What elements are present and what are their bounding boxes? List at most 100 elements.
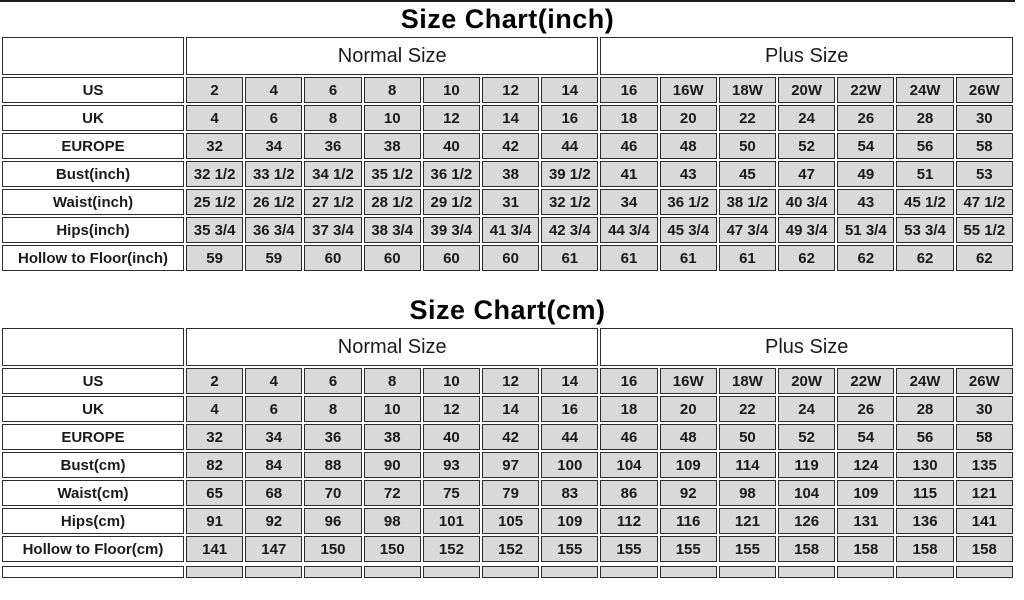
size-cell: 26 <box>837 105 895 131</box>
size-cell: 26 1/2 <box>245 189 303 215</box>
size-cell: 10 <box>363 105 421 131</box>
size-cell: 30 <box>955 105 1013 131</box>
size-cell: 126 <box>778 508 836 534</box>
size-cell: 114 <box>718 452 777 478</box>
size-cell: 34 <box>245 133 303 159</box>
size-cell: 72 <box>363 480 421 506</box>
size-cell: 60 <box>422 245 481 271</box>
size-cell: 30 <box>955 396 1013 422</box>
size-cell: 79 <box>482 480 540 506</box>
size-cell: 8 <box>363 77 421 103</box>
size-cell: 115 <box>896 480 954 506</box>
size-cell: 4 <box>245 77 303 103</box>
size-cell: 34 1/2 <box>304 161 362 187</box>
size-cell: 52 <box>778 424 836 450</box>
cropped-size-cell <box>422 566 481 578</box>
size-cell: 36 1/2 <box>422 161 481 187</box>
size-cell: 42 <box>482 133 540 159</box>
size-cell: 28 <box>896 105 954 131</box>
size-row: EUROPE 32 34 36 38 40 42 44 46 48 50 52 54 56 58 <box>2 133 1013 159</box>
size-cell: 10 <box>422 368 481 394</box>
size-cell: 60 <box>482 245 540 271</box>
size-cell: 12 <box>422 105 481 131</box>
size-cell: 36 1/2 <box>659 189 717 215</box>
size-cell: 62 <box>896 245 954 271</box>
size-cell: 35 1/2 <box>363 161 421 187</box>
cropped-row <box>2 566 1013 578</box>
size-cell: 147 <box>245 536 303 562</box>
size-cell: 56 <box>896 424 954 450</box>
size-cell: 24 <box>778 396 836 422</box>
size-cell: 68 <box>245 480 303 506</box>
size-cell: 36 <box>304 133 362 159</box>
size-cell: 121 <box>955 480 1013 506</box>
row-label: UK <box>2 105 184 131</box>
size-cell: 4 <box>245 368 303 394</box>
size-cell: 6 <box>304 368 362 394</box>
top-crop-line <box>0 0 1015 2</box>
group-header-row: Normal Size Plus Size <box>2 37 1013 75</box>
size-cell: 40 <box>422 133 481 159</box>
row-label: US <box>2 368 184 394</box>
size-cell: 38 <box>363 424 421 450</box>
size-cell: 14 <box>482 396 540 422</box>
cropped-size-cell <box>304 566 362 578</box>
size-cell: 14 <box>541 368 599 394</box>
size-cell: 47 1/2 <box>955 189 1013 215</box>
size-cell: 49 3/4 <box>778 217 836 243</box>
size-row: US 2 4 6 8 10 12 14 16 16W 18W 20W 22W 24W 26W <box>2 368 1013 394</box>
size-cell: 158 <box>896 536 954 562</box>
size-cell: 58 <box>955 424 1013 450</box>
size-cell: 39 1/2 <box>541 161 599 187</box>
size-cell: 92 <box>659 480 717 506</box>
size-cell: 83 <box>541 480 599 506</box>
cropped-size-cell <box>600 566 658 578</box>
size-cell: 158 <box>955 536 1013 562</box>
cropped-size-cell <box>896 566 954 578</box>
size-cell: 158 <box>778 536 836 562</box>
size-cell: 131 <box>837 508 895 534</box>
size-cell: 98 <box>363 508 421 534</box>
size-cell: 49 <box>837 161 895 187</box>
size-cell: 53 <box>955 161 1013 187</box>
size-cell: 62 <box>778 245 836 271</box>
size-cell: 8 <box>363 368 421 394</box>
normal-size-header: Normal Size <box>186 328 599 366</box>
cropped-size-cell <box>837 566 895 578</box>
row-label: EUROPE <box>2 133 184 159</box>
size-cell: 40 3/4 <box>778 189 836 215</box>
size-cell: 8 <box>304 105 362 131</box>
size-cell: 46 <box>600 424 658 450</box>
size-cell: 32 1/2 <box>541 189 599 215</box>
size-cell: 36 3/4 <box>245 217 303 243</box>
size-cell: 38 <box>482 161 540 187</box>
cropped-size-cell <box>482 566 540 578</box>
size-cell: 24 <box>778 105 836 131</box>
size-cell: 39 3/4 <box>422 217 481 243</box>
size-cell: 26W <box>955 77 1013 103</box>
size-cell: 42 <box>482 424 540 450</box>
size-cell: 18 <box>600 396 658 422</box>
size-cell: 32 1/2 <box>186 161 244 187</box>
size-cell: 22W <box>837 368 895 394</box>
size-row: Hollow to Floor(inch) 59 59 60 60 60 60 61 61 61 6… <box>2 245 1013 271</box>
group-header-row: Normal Size Plus Size <box>2 328 1013 366</box>
size-row: Bust(cm) 82 84 88 90 93 97 100 104 109 114 119 124 13… <box>2 452 1013 478</box>
size-cell: 53 3/4 <box>896 217 954 243</box>
size-cell: 84 <box>245 452 303 478</box>
size-cell: 155 <box>718 536 777 562</box>
size-cell: 36 <box>304 424 362 450</box>
size-cell: 61 <box>541 245 599 271</box>
size-cell: 109 <box>541 508 599 534</box>
size-cell: 58 <box>955 133 1013 159</box>
row-label: Bust(inch) <box>2 161 184 187</box>
size-cell: 55 1/2 <box>955 217 1013 243</box>
size-cell: 51 3/4 <box>837 217 895 243</box>
size-cell: 20W <box>778 77 836 103</box>
size-cell: 43 <box>659 161 717 187</box>
size-cell: 105 <box>482 508 540 534</box>
size-cell: 101 <box>422 508 481 534</box>
size-cell: 48 <box>659 424 717 450</box>
size-cell: 22W <box>837 77 895 103</box>
size-chart-inch-table: Normal Size Plus Size US 2 4 6 8 10 12 14 16 16W 18W… <box>0 35 1015 273</box>
